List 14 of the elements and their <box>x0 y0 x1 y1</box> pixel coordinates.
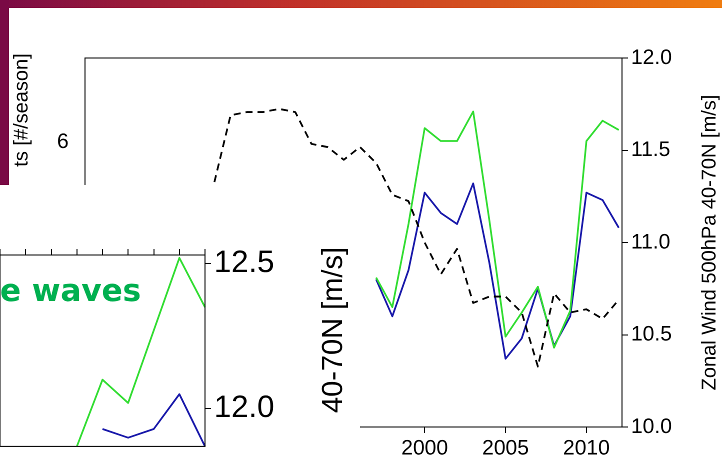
x-tick-label: 2010 <box>563 436 610 460</box>
annotation: e waves <box>0 273 142 309</box>
y-axis-title: 40-70N [m/s] <box>317 247 349 413</box>
x-tick-label: 2000 <box>401 436 448 460</box>
y-axis-title: ts [#/season] <box>10 53 33 167</box>
y-tick-label: 12.5 <box>214 244 274 280</box>
y2-tick-label: 10.0 <box>631 414 672 438</box>
x-tick-label: 2005 <box>482 436 529 460</box>
y2-tick-label: 11.0 <box>631 230 670 254</box>
y2-tick-label: 11.5 <box>631 138 670 162</box>
y2-tick-label: 10.5 <box>631 322 672 346</box>
text: 6 <box>57 130 69 154</box>
y2-tick-label: 12.0 <box>631 46 672 69</box>
y2-axis-title: Zonal Wind 500hPa 40-70N [m/s] <box>698 94 721 390</box>
